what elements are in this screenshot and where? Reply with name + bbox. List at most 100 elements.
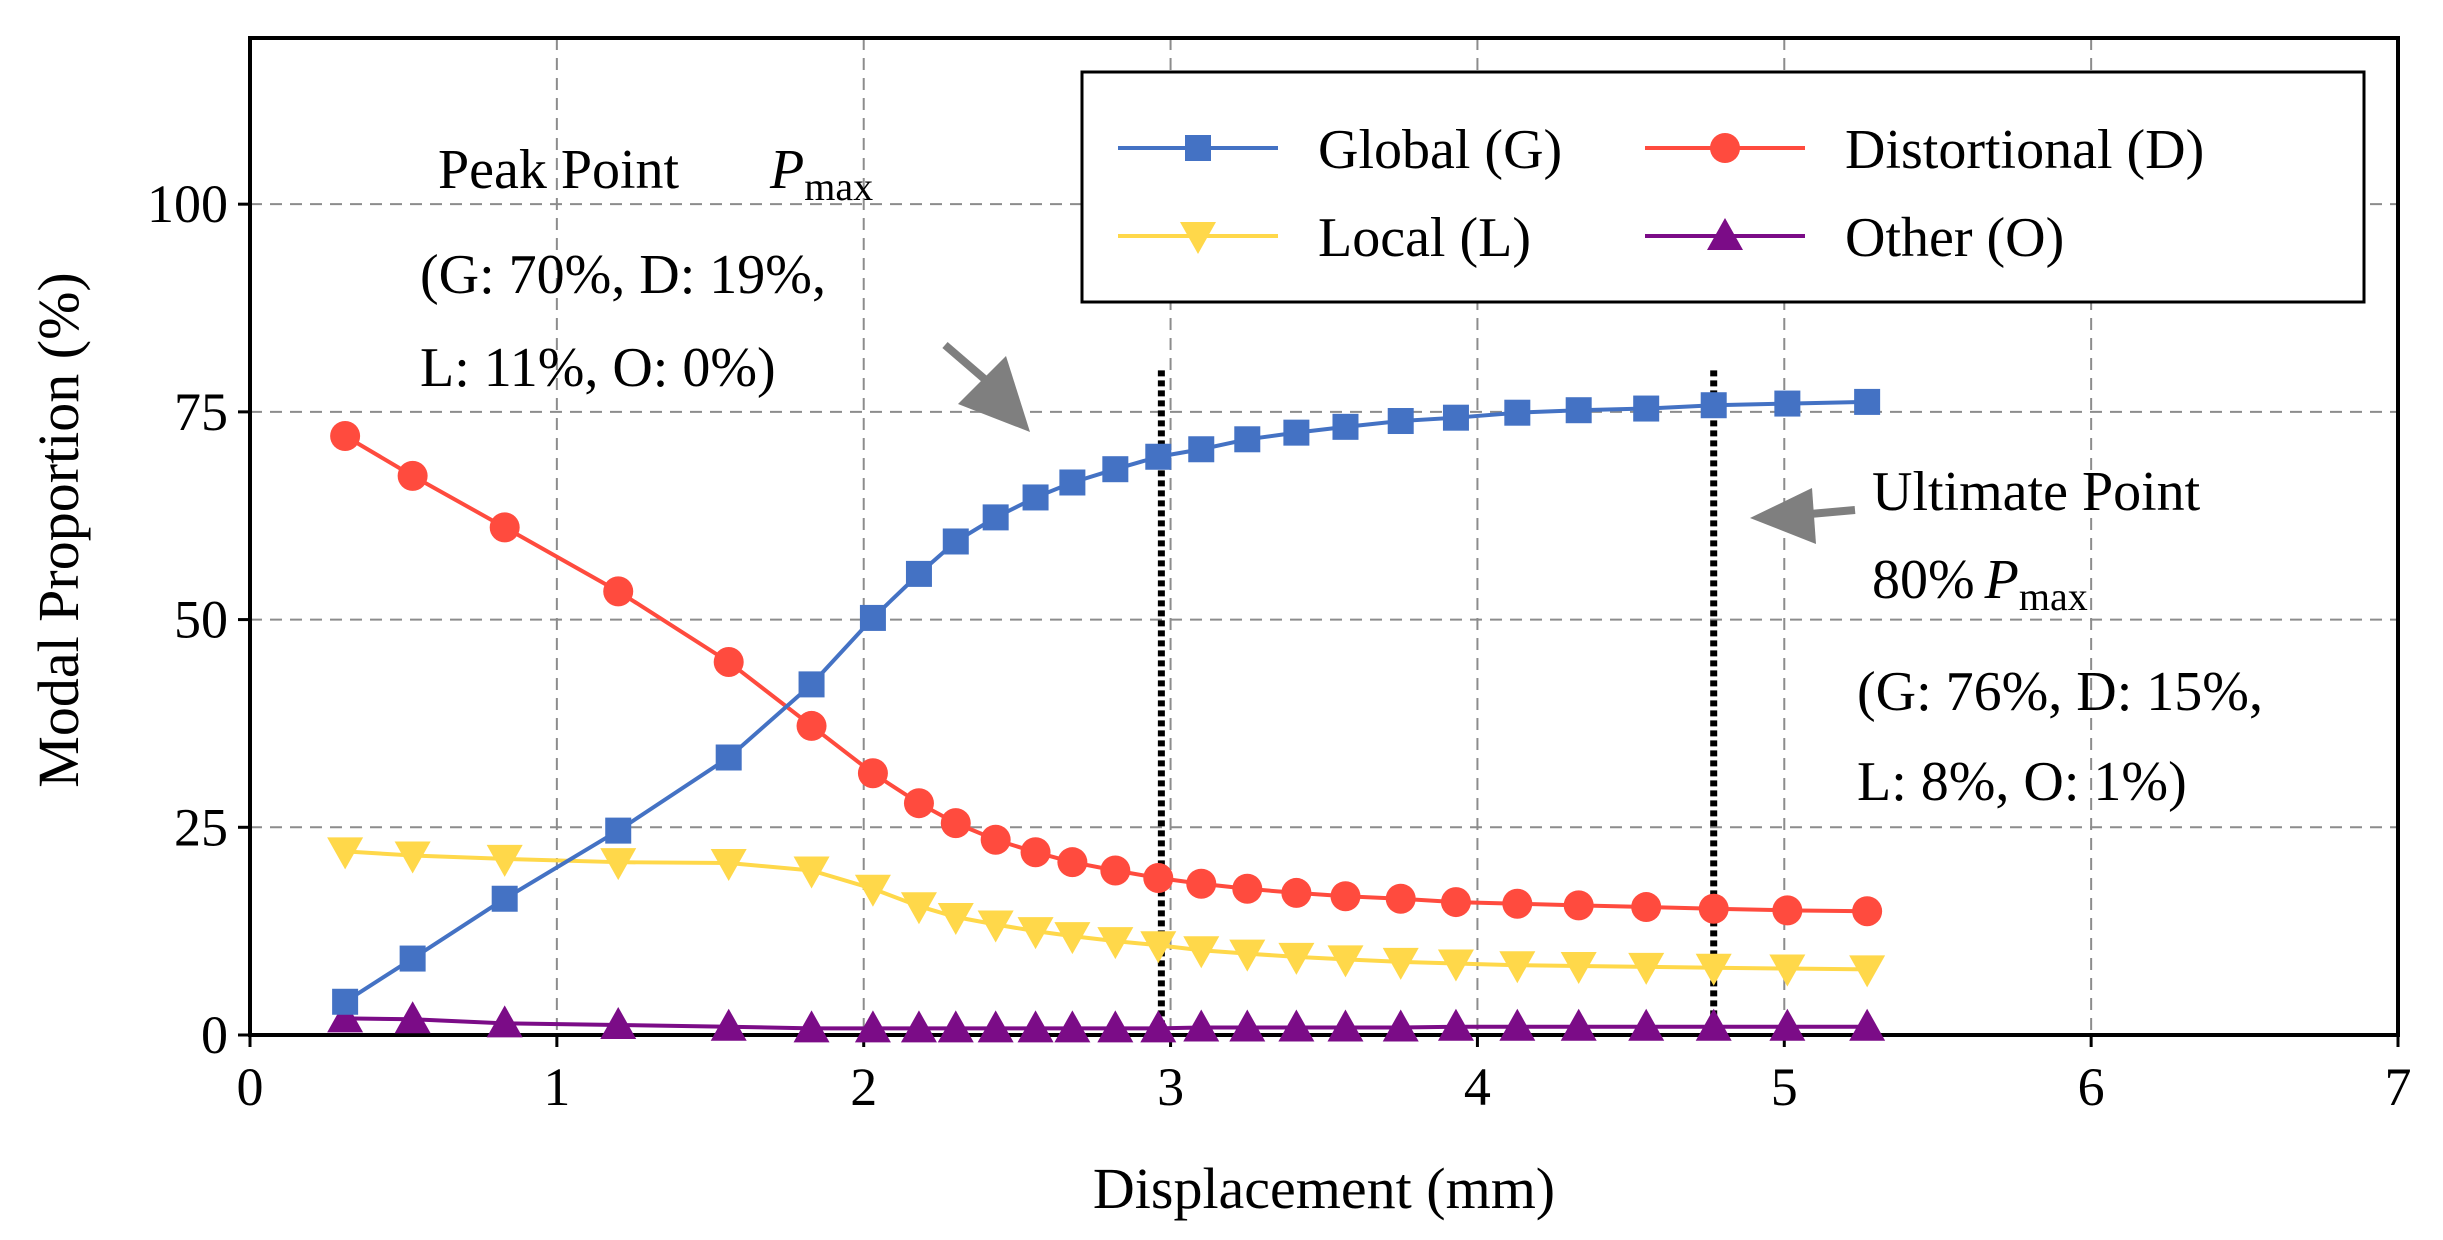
data-point-other-o: [1140, 1010, 1177, 1043]
data-point-global-g: [859, 604, 886, 631]
data-point-local-l: [1628, 952, 1665, 985]
data-point-global-g: [1442, 404, 1469, 431]
data-point-other-o: [1560, 1008, 1597, 1041]
data-point-local-l: [937, 903, 974, 936]
data-point-global-g: [1854, 388, 1881, 415]
peak-line2: L: 11%, O: 0%): [420, 337, 776, 399]
data-point-other-o: [327, 1000, 364, 1033]
data-point-local-l: [1017, 917, 1054, 950]
data-point-global-g: [942, 528, 969, 555]
data-point-global-g: [1283, 419, 1310, 446]
data-point-global-g: [1774, 390, 1801, 417]
data-point-distortional-d: [603, 576, 634, 607]
data-point-global-g: [1059, 469, 1086, 496]
data-point-local-l: [1229, 939, 1266, 972]
data-point-global-g: [982, 504, 1009, 531]
legend-label-distortional-d: Distortional (D): [1845, 119, 2204, 181]
ticks: 0 1 2 3 4 5 6 7 0 25 50 75 100: [147, 174, 2412, 1117]
data-point-local-l: [977, 910, 1014, 943]
data-point-other-o: [1769, 1008, 1806, 1041]
data-point-distortional-d: [903, 788, 934, 819]
data-point-other-o: [1278, 1009, 1315, 1042]
data-point-other-o: [900, 1010, 937, 1043]
data-point-global-g: [399, 945, 426, 972]
data-point-local-l: [327, 837, 364, 870]
x-tick-label: 3: [1157, 1057, 1184, 1117]
ultimate-annotation: Ultimate Point 80% Pmax (G: 76%, D: 15%, …: [1750, 461, 2263, 813]
data-point-other-o: [394, 1001, 431, 1034]
legend-marker-global-g: [1185, 135, 1211, 161]
x-tick-label: 4: [1464, 1057, 1491, 1117]
data-point-distortional-d: [1631, 892, 1662, 923]
data-point-distortional-d: [1232, 873, 1263, 904]
data-point-distortional-d: [1281, 877, 1312, 908]
data-point-other-o: [854, 1010, 891, 1043]
data-point-global-g: [1234, 426, 1261, 453]
data-point-distortional-d: [1502, 888, 1533, 919]
data-point-other-o: [1382, 1009, 1419, 1042]
series: [327, 388, 1886, 1043]
vertical-markers: [1157, 370, 1718, 1035]
x-tick-label: 6: [2078, 1057, 2105, 1117]
data-point-local-l: [1769, 954, 1806, 987]
data-point-local-l: [486, 844, 523, 877]
legend-label-local-l: Local (L): [1318, 207, 1531, 269]
data-point-local-l: [1695, 953, 1732, 986]
ultimate-line1: (G: 76%, D: 15%,: [1857, 661, 2263, 723]
data-point-local-l: [1054, 922, 1091, 955]
legend-marker-local-l: [1180, 222, 1216, 254]
legend: Global (G) Distortional (D) Local (L) Other…: [1080, 70, 2366, 304]
data-point-other-o: [1499, 1008, 1536, 1041]
data-point-local-l: [600, 848, 637, 881]
data-point-other-o: [937, 1010, 974, 1043]
x-tick-label: 5: [1771, 1057, 1798, 1117]
data-point-distortional-d: [489, 512, 520, 543]
data-point-distortional-d: [1385, 883, 1416, 914]
data-point-distortional-d: [1057, 847, 1088, 878]
series-local-l: [327, 837, 1886, 988]
data-point-local-l: [1183, 936, 1220, 969]
data-point-distortional-d: [857, 758, 888, 789]
x-tick-label: 1: [543, 1057, 570, 1117]
data-point-local-l: [394, 841, 431, 874]
data-point-distortional-d: [1020, 837, 1051, 868]
series-distortional-d: [330, 420, 1883, 927]
data-point-other-o: [1097, 1010, 1134, 1043]
x-tick-label: 0: [237, 1057, 264, 1117]
data-point-local-l: [900, 892, 937, 925]
data-point-other-o: [1327, 1009, 1364, 1042]
y-tick-label: 100: [147, 174, 228, 234]
data-point-distortional-d: [1186, 868, 1217, 899]
data-point-other-o: [1628, 1008, 1665, 1041]
legend-item-other-o: Other (O): [1645, 207, 2064, 269]
data-point-global-g: [798, 671, 825, 698]
peak-annotation: Peak Point Pmax (G: 70%, D: 19%, L: 11%,…: [420, 139, 1030, 432]
data-point-global-g: [1700, 392, 1727, 419]
data-point-global-g: [1387, 408, 1414, 435]
peak-arrow: [942, 341, 1030, 432]
x-tick-label: 2: [850, 1057, 877, 1117]
data-point-local-l: [793, 856, 830, 889]
series-line-other-o: [345, 1016, 1868, 1031]
data-point-local-l: [1849, 955, 1886, 988]
data-point-other-o: [486, 1005, 523, 1038]
series-line-distortional-d: [344, 434, 1868, 914]
legend-item-distortional-d: Distortional (D): [1645, 119, 2204, 181]
data-point-global-g: [1188, 436, 1215, 463]
data-point-global-g: [1504, 399, 1531, 426]
data-point-distortional-d: [397, 460, 428, 491]
data-point-other-o: [1229, 1009, 1266, 1042]
data-point-other-o: [793, 1010, 830, 1043]
data-point-distortional-d: [796, 710, 827, 741]
data-point-local-l: [1140, 931, 1177, 964]
data-point-distortional-d: [1330, 881, 1361, 912]
data-point-other-o: [1437, 1008, 1474, 1041]
peak-title: Peak Point: [438, 139, 680, 201]
data-point-local-l: [854, 874, 891, 907]
ultimate-arrow: [1750, 488, 1856, 544]
data-point-global-g: [905, 560, 932, 587]
series-line-local-l: [345, 849, 1868, 972]
data-point-distortional-d: [1772, 895, 1803, 926]
legend-item-local-l: Local (L): [1118, 207, 1531, 269]
